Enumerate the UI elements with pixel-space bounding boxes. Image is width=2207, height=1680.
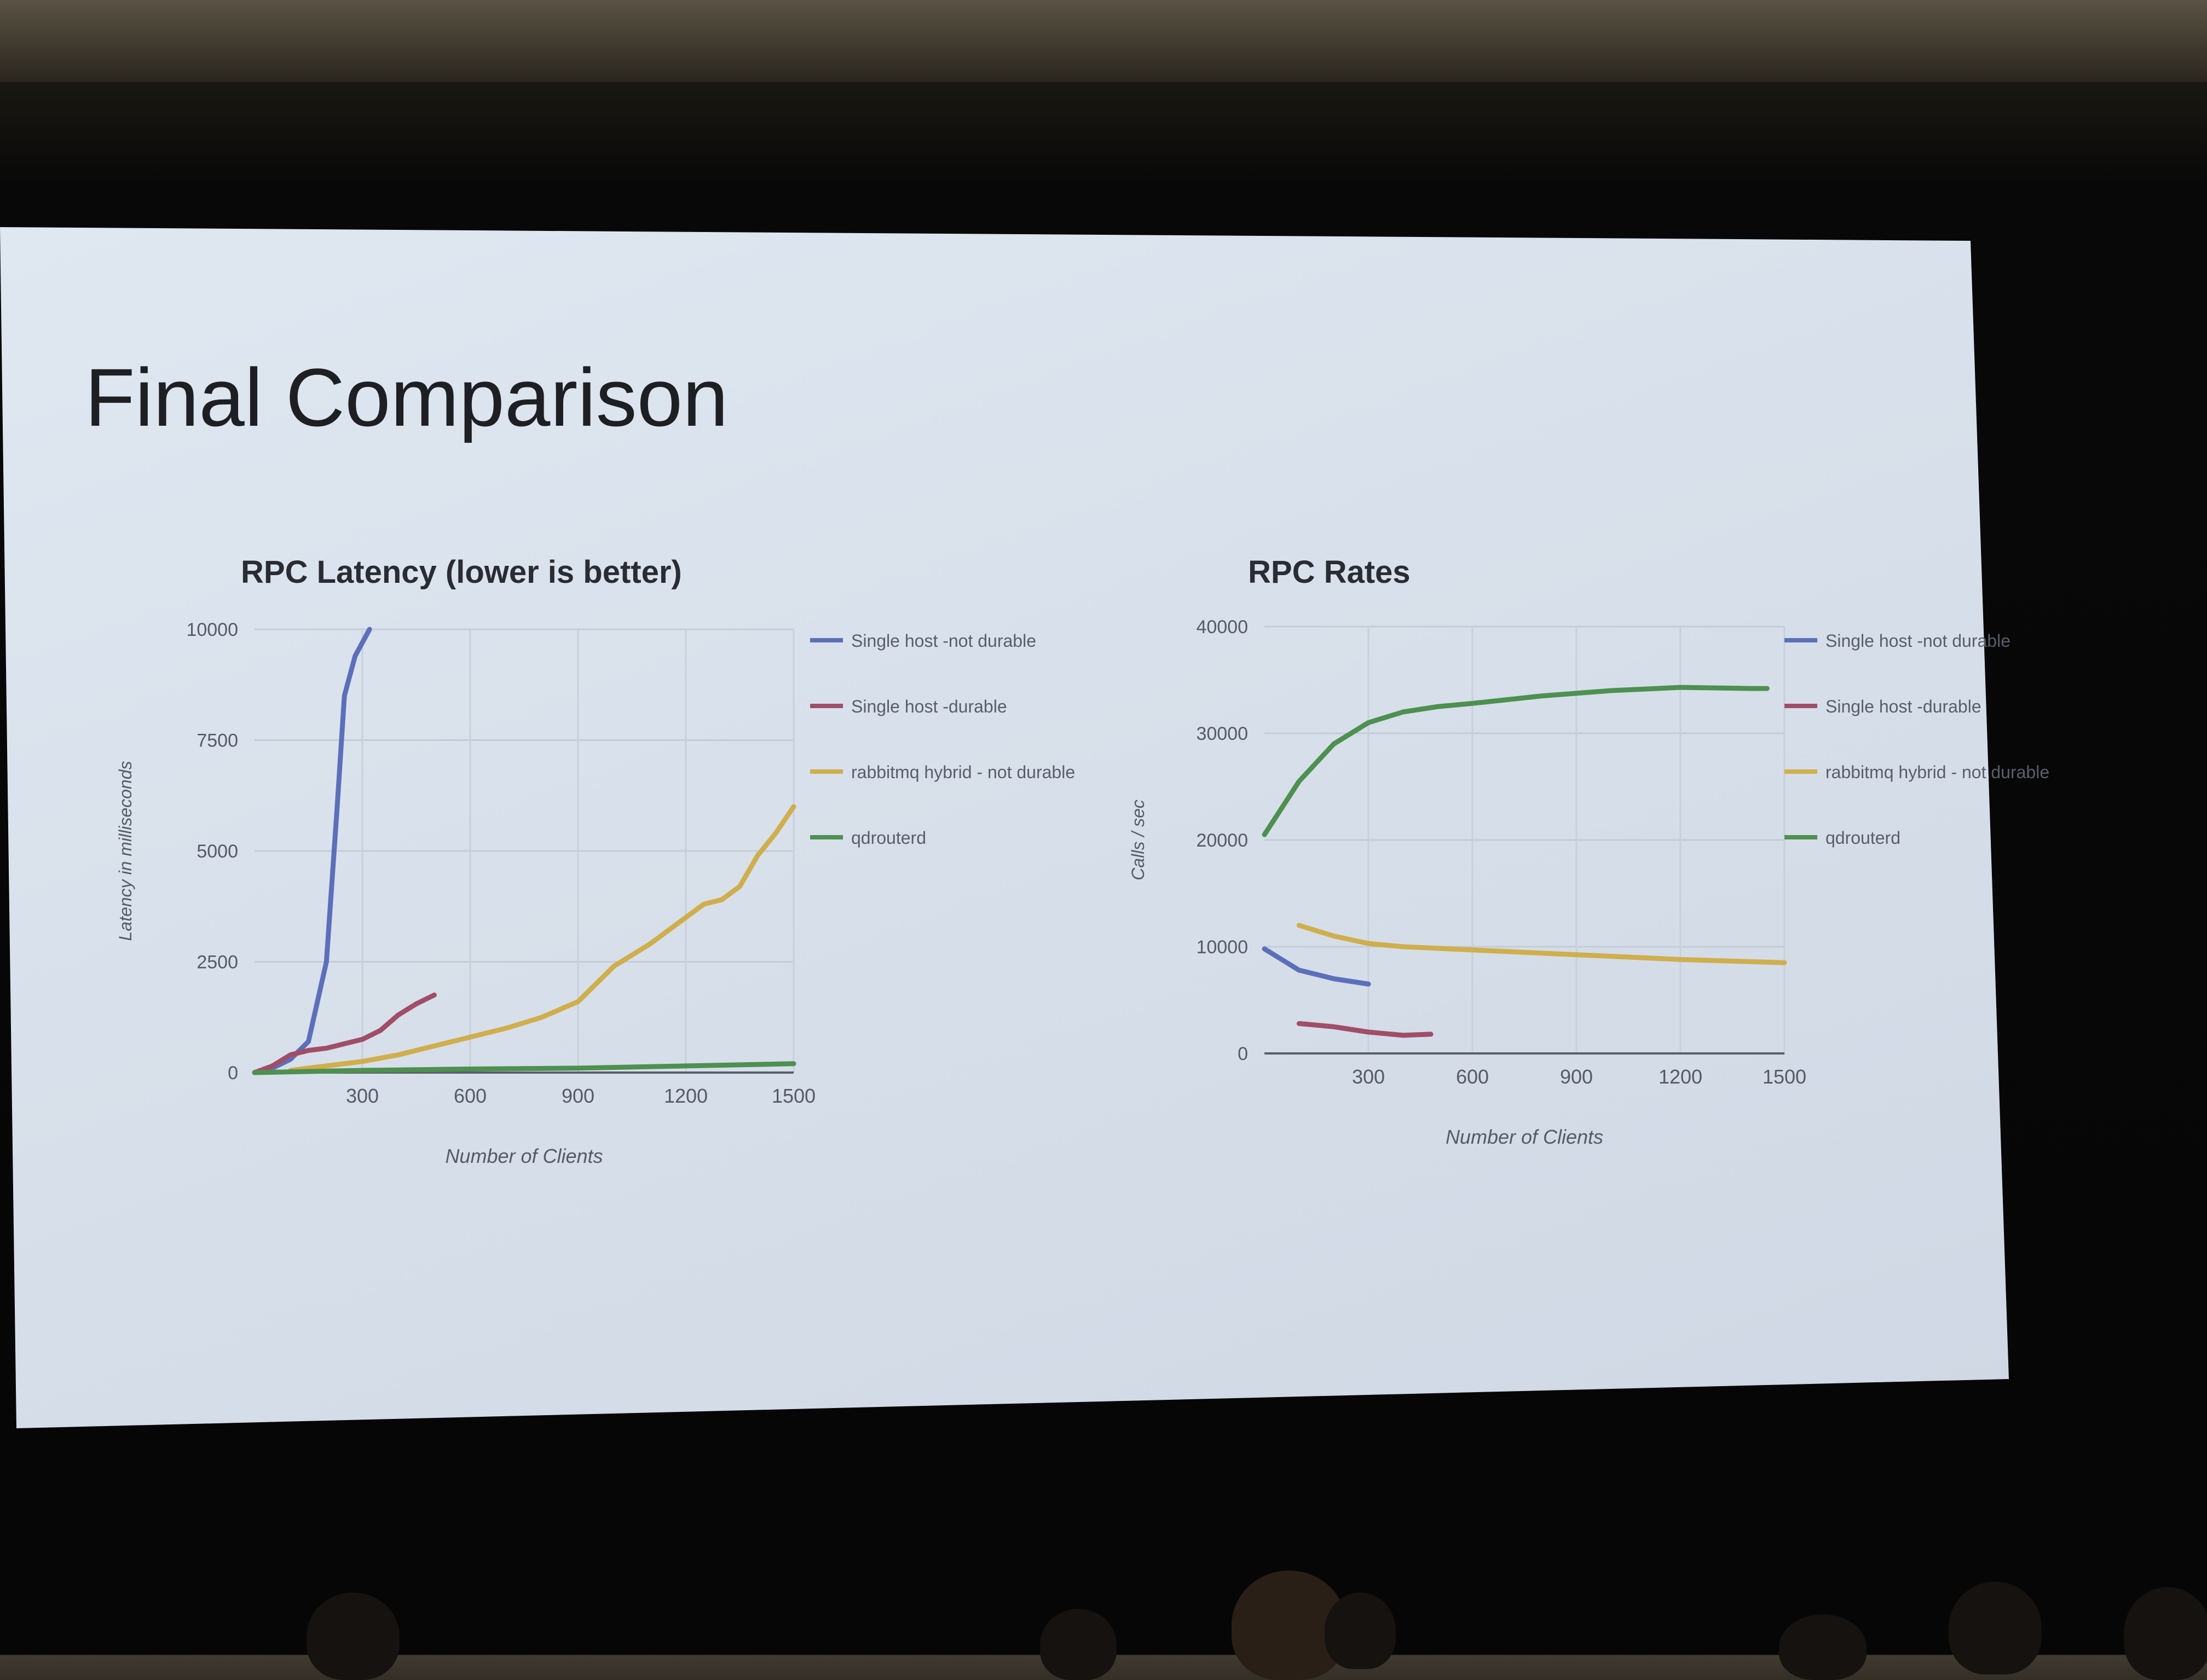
legend-label: Single host -not durable — [851, 631, 1036, 651]
slide-title: Final Comparison — [85, 351, 729, 443]
x-tick-label: 900 — [1560, 1065, 1593, 1088]
y-tick-label: 20000 — [1196, 830, 1248, 851]
x-axis-label: Number of Clients — [1446, 1126, 1603, 1148]
x-tick-label: 1200 — [1659, 1065, 1702, 1088]
x-axis-label: Number of Clients — [445, 1145, 603, 1167]
room-wall — [0, 0, 2207, 82]
series-line — [252, 1061, 796, 1075]
y-tick-label: 0 — [1238, 1044, 1248, 1064]
legend-label: rabbitmq hybrid - not durable — [851, 762, 1075, 782]
audience-head — [307, 1592, 400, 1680]
audience-head — [1949, 1581, 2042, 1675]
y-axis-label: Calls / sec — [1128, 800, 1148, 880]
y-tick-label: 5000 — [197, 841, 238, 862]
legend-label: Single host -not durable — [1825, 631, 2010, 651]
legend-label: Single host -durable — [1825, 697, 1981, 716]
y-tick-label: 0 — [228, 1063, 238, 1084]
series-line — [252, 627, 372, 1075]
audience-head — [2124, 1587, 2207, 1680]
audience-head — [1325, 1592, 1396, 1669]
x-tick-label: 600 — [1456, 1065, 1489, 1088]
series-line — [1262, 946, 1371, 987]
y-axis-label: Latency in milliseconds — [115, 761, 135, 941]
legend-label: Single host -durable — [851, 697, 1007, 716]
series-line — [252, 992, 437, 1075]
x-tick-label: 900 — [562, 1085, 594, 1107]
audience-silhouettes — [0, 1549, 2207, 1680]
series-line — [1296, 1021, 1434, 1038]
audience-head — [1779, 1614, 1867, 1680]
chart-title: RPC Rates — [1248, 554, 1411, 590]
series-line — [288, 804, 796, 1073]
x-tick-label: 600 — [454, 1085, 487, 1107]
audience-head — [1040, 1609, 1117, 1680]
y-tick-label: 10000 — [186, 619, 238, 640]
series-line — [1296, 923, 1787, 965]
legend-label: qdrouterd — [851, 828, 926, 848]
x-tick-label: 1500 — [772, 1085, 816, 1107]
x-tick-label: 300 — [1352, 1065, 1385, 1088]
y-tick-label: 30000 — [1196, 723, 1248, 744]
y-tick-label: 10000 — [1196, 937, 1248, 958]
chart-title: RPC Latency (lower is better) — [241, 554, 682, 590]
legend-label: qdrouterd — [1825, 828, 1900, 848]
y-tick-label: 2500 — [197, 952, 238, 973]
series-line — [1262, 685, 1770, 837]
x-tick-label: 1500 — [1763, 1065, 1806, 1088]
x-tick-label: 1200 — [664, 1085, 708, 1107]
x-tick-label: 300 — [346, 1085, 379, 1107]
y-tick-label: 7500 — [197, 731, 238, 751]
legend-label: rabbitmq hybrid - not durable — [1825, 762, 2049, 782]
y-tick-label: 40000 — [1196, 617, 1248, 638]
